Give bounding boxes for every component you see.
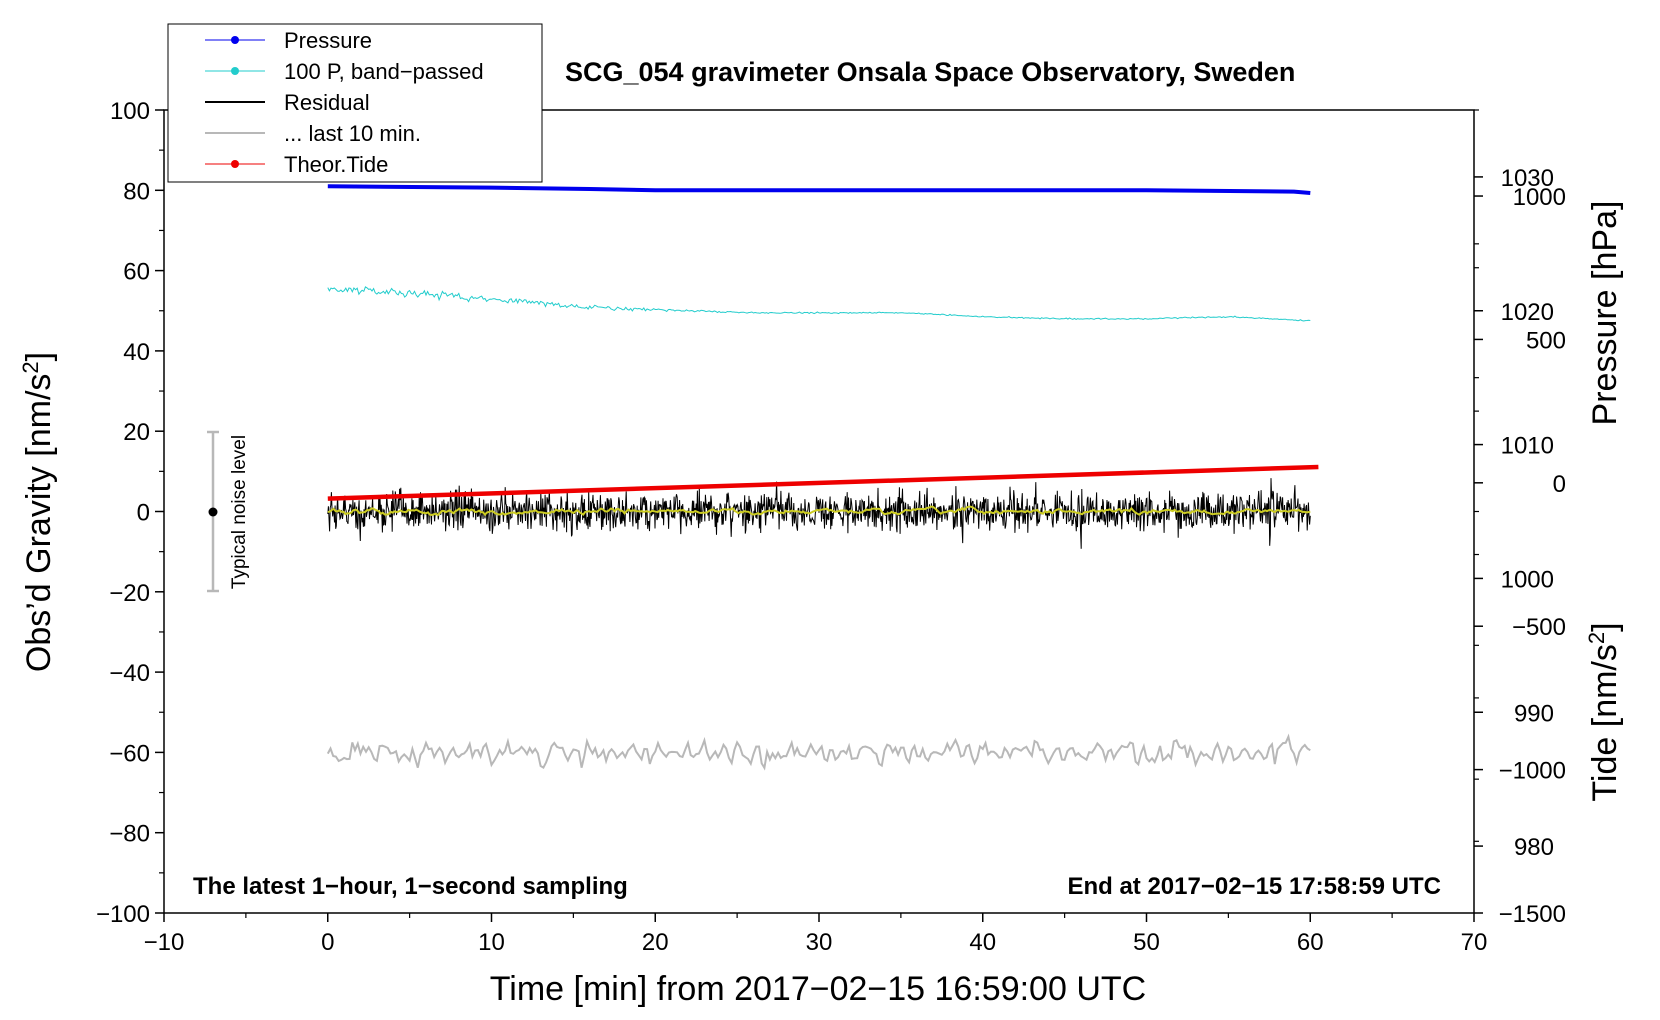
y-axis-title-gravity: Obs’d Gravity [nm/s2]	[18, 352, 58, 672]
y-axis-pressure: 980 990 1000 1010 1020 1030	[1474, 109, 1554, 861]
end-time-annotation: End at 2017−02−15 17:58:59 UTC	[1067, 873, 1441, 900]
chart-title: SCG_054 gravimeter Onsala Space Observat…	[565, 57, 1295, 87]
legend-label: Theor.Tide	[284, 152, 388, 177]
pressure-tick-label: 1000	[1501, 566, 1554, 593]
legend-label: ... last 10 min.	[284, 121, 421, 146]
x-axis-title: Time [min] from 2017−02−15 16:59:00 UTC	[490, 970, 1146, 1008]
tide-tick-label: 1000	[1513, 184, 1566, 211]
residual-smoothed-line	[327, 505, 1311, 517]
last-10-min-line	[326, 733, 1311, 771]
y-tick-label: −40	[109, 660, 150, 687]
noise-level-label: Typical noise level	[229, 435, 250, 589]
y-tick-label: 20	[123, 419, 150, 446]
y-tick-label: −20	[109, 580, 150, 607]
pressure-line	[327, 184, 1311, 195]
y-tick-label: −60	[109, 740, 150, 767]
x-tick-label: 30	[806, 929, 833, 956]
legend-swatch-marker	[231, 36, 239, 44]
pressure-tick-label: 990	[1514, 700, 1554, 727]
y-tick-label: 80	[123, 178, 150, 205]
pressure-tick-label: 1020	[1501, 299, 1554, 326]
y-tick-label: 40	[123, 339, 150, 366]
tide-tick-label: 500	[1526, 327, 1566, 354]
x-tick-label: 60	[1297, 929, 1324, 956]
sampling-annotation: The latest 1−hour, 1−second sampling	[193, 873, 628, 900]
legend-entries: Pressure 100 P, band−passed Residual ... la…	[205, 28, 484, 177]
x-tick-label: 10	[478, 929, 505, 956]
x-tick-label: 20	[642, 929, 669, 956]
legend-swatch-marker	[231, 67, 239, 75]
pressure-tick-label: 1010	[1501, 433, 1554, 460]
y-tick-label: −80	[109, 821, 150, 848]
y-tick-label: 60	[123, 259, 150, 286]
x-tick-label: 0	[321, 929, 334, 956]
tide-tick-label: −1500	[1499, 901, 1566, 928]
tide-tick-label: −500	[1512, 614, 1566, 641]
y-axis-title-pressure: Pressure [hPa]	[1586, 201, 1624, 426]
bandpassed-pressure-line	[327, 286, 1311, 322]
y-axis-title-tide-text: Tide [nm/s	[1586, 644, 1624, 801]
y-tick-label: 0	[137, 500, 150, 527]
tide-tick-label: −1000	[1499, 758, 1566, 785]
y-tick-label: −100	[96, 901, 150, 928]
legend-label: 100 P, band−passed	[284, 59, 484, 84]
x-tick-label: 50	[1133, 929, 1160, 956]
x-tick-label: −10	[144, 929, 185, 956]
pressure-tick-label: 1030	[1501, 165, 1554, 192]
x-tick-label: 70	[1461, 929, 1488, 956]
pressure-tick-label: 980	[1514, 834, 1554, 861]
y-axis-title-gravity-sup: 2	[18, 361, 43, 373]
residual-line	[327, 478, 1311, 549]
legend-label: Pressure	[284, 28, 372, 53]
legend-label: Residual	[284, 90, 370, 115]
legend: Pressure 100 P, band−passed Residual ... la…	[167, 23, 543, 183]
series-layer	[326, 184, 1319, 771]
y-tick-label: 100	[110, 98, 150, 125]
y-axis-title-tide-tail: ]	[1586, 622, 1624, 631]
y-axis-title-tide-sup: 2	[1584, 632, 1609, 644]
y-axis-tide: −1500 −1000 −500 0 500 1000	[1474, 184, 1566, 928]
x-axis: −10 0 10 20 30 40 50 60 70	[144, 913, 1488, 956]
y-axis-title-tide: Tide [nm/s2]	[1584, 622, 1624, 801]
legend-swatch-marker	[231, 160, 239, 168]
theoretical-tide-line	[327, 464, 1319, 501]
noise-bar-center-dot	[208, 507, 218, 517]
y-axis-title-gravity-tail: ]	[20, 352, 58, 361]
x-tick-label: 40	[969, 929, 996, 956]
y-axis-gravity: −100 −80 −60 −40 −20 0 20 40 60 80 100	[96, 98, 164, 928]
tide-tick-label: 0	[1553, 471, 1566, 498]
noise-level-indicator: Typical noise level	[207, 430, 250, 593]
y-axis-title-gravity-text: Obs’d Gravity [nm/s	[20, 374, 58, 673]
